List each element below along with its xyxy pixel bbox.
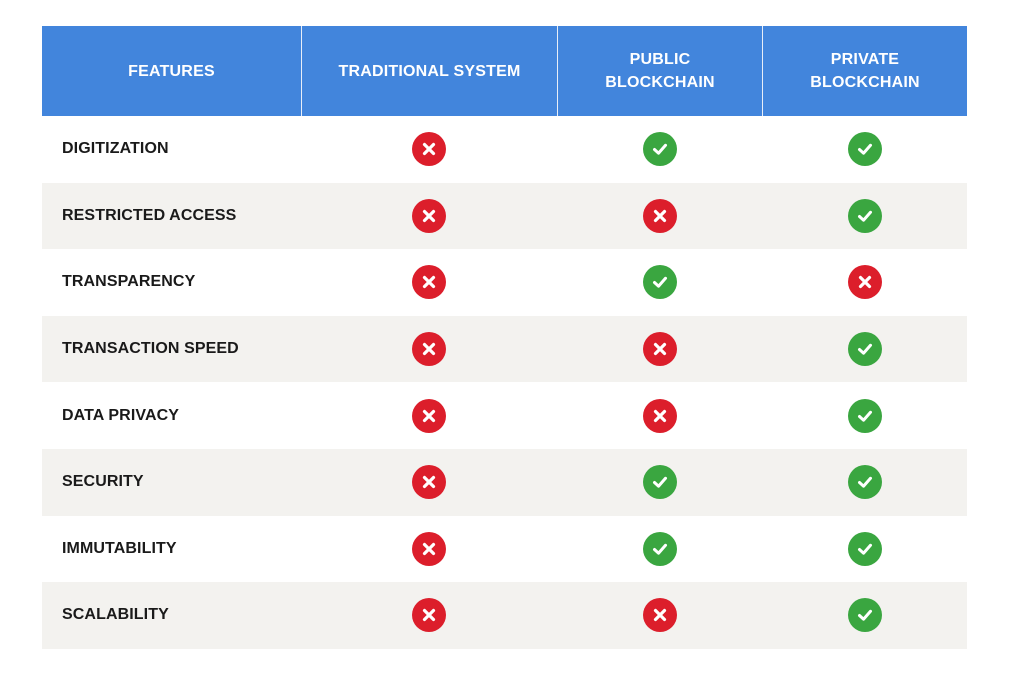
check-circle-icon bbox=[847, 332, 882, 367]
cell-private bbox=[762, 132, 967, 167]
feature-label: TRANSPARENCY bbox=[62, 273, 196, 291]
table-row: RESTRICTED ACCESS bbox=[42, 182, 967, 250]
header-traditional-system: TRADITIONAL SYSTEM bbox=[301, 26, 557, 116]
cell-public bbox=[557, 465, 762, 500]
header-public-blockchain: PUBLIC BLOCKCHAIN bbox=[557, 26, 762, 116]
cell-public bbox=[557, 198, 762, 233]
cross-circle-icon bbox=[642, 198, 677, 233]
table-row: IMMUTABILITY bbox=[42, 516, 967, 583]
cross-circle-icon bbox=[412, 531, 446, 566]
cross-circle-icon bbox=[412, 332, 446, 367]
table-row: DATA PRIVACY bbox=[42, 382, 967, 449]
table-row: DIGITIZATION bbox=[42, 116, 967, 183]
check-circle-icon bbox=[847, 598, 882, 633]
feature-label: RESTRICTED ACCESS bbox=[62, 206, 237, 224]
check-circle-icon bbox=[847, 531, 882, 566]
cell-traditional bbox=[301, 265, 557, 300]
cross-circle-icon bbox=[412, 198, 446, 233]
cross-circle-icon bbox=[847, 265, 882, 300]
cell-public bbox=[557, 398, 762, 433]
feature-label: SCALABILITY bbox=[62, 606, 169, 624]
cell-private bbox=[762, 398, 967, 433]
cell-private bbox=[762, 265, 967, 300]
cell-private bbox=[762, 531, 967, 566]
check-circle-icon bbox=[642, 132, 677, 167]
cell-private bbox=[762, 332, 967, 367]
table-row: SCALABILITY bbox=[42, 582, 967, 649]
cell-traditional bbox=[301, 465, 557, 500]
check-circle-icon bbox=[642, 265, 677, 300]
header-features: FEATURES bbox=[128, 62, 215, 80]
table-row: SECURITY bbox=[42, 448, 967, 516]
table-header: FEATURES TRADITIONAL SYSTEM PUBLIC BLOCK… bbox=[42, 26, 967, 116]
cell-traditional bbox=[301, 531, 557, 566]
cross-circle-icon bbox=[412, 465, 446, 500]
check-circle-icon bbox=[847, 465, 882, 500]
cell-public bbox=[557, 265, 762, 300]
cell-traditional bbox=[301, 332, 557, 367]
check-circle-icon bbox=[847, 198, 882, 233]
cross-circle-icon bbox=[412, 132, 446, 167]
cross-circle-icon bbox=[642, 398, 677, 433]
cell-public bbox=[557, 531, 762, 566]
comparison-table: FEATURES TRADITIONAL SYSTEM PUBLIC BLOCK… bbox=[42, 26, 967, 649]
cross-circle-icon bbox=[642, 598, 677, 633]
feature-label: TRANSACTION SPEED bbox=[62, 340, 239, 358]
cross-circle-icon bbox=[412, 598, 446, 633]
feature-label: IMMUTABILITY bbox=[62, 539, 177, 557]
cross-circle-icon bbox=[412, 265, 446, 300]
cross-circle-icon bbox=[642, 332, 677, 367]
table-row: TRANSPARENCY bbox=[42, 249, 967, 316]
cell-traditional bbox=[301, 198, 557, 233]
feature-label: DATA PRIVACY bbox=[62, 406, 180, 424]
cell-private bbox=[762, 598, 967, 633]
cross-circle-icon bbox=[412, 398, 446, 433]
feature-label: DIGITIZATION bbox=[62, 140, 169, 158]
check-circle-icon bbox=[847, 398, 882, 433]
table-row: TRANSACTION SPEED bbox=[42, 315, 967, 383]
cell-traditional bbox=[301, 598, 557, 633]
check-circle-icon bbox=[642, 531, 677, 566]
header-private-blockchain: PRIVATE BLOCKCHAIN bbox=[762, 26, 967, 116]
cell-public bbox=[557, 332, 762, 367]
cell-private bbox=[762, 465, 967, 500]
table-body: DIGITIZATION RESTRICTED ACCESS TRANSPARENC… bbox=[42, 116, 967, 649]
cell-private bbox=[762, 198, 967, 233]
cell-traditional bbox=[301, 398, 557, 433]
cell-traditional bbox=[301, 132, 557, 167]
cell-public bbox=[557, 598, 762, 633]
check-circle-icon bbox=[642, 465, 677, 500]
feature-label: SECURITY bbox=[62, 473, 144, 491]
cell-public bbox=[557, 132, 762, 167]
check-circle-icon bbox=[847, 132, 882, 167]
